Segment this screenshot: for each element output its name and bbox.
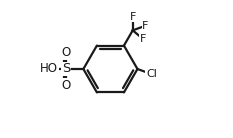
Text: HO: HO: [40, 63, 58, 75]
Text: O: O: [62, 79, 71, 92]
Text: O: O: [62, 46, 71, 59]
Text: F: F: [130, 12, 136, 22]
Text: S: S: [62, 63, 71, 75]
Text: F: F: [142, 21, 149, 31]
Text: F: F: [140, 34, 146, 44]
Text: Cl: Cl: [146, 69, 157, 79]
